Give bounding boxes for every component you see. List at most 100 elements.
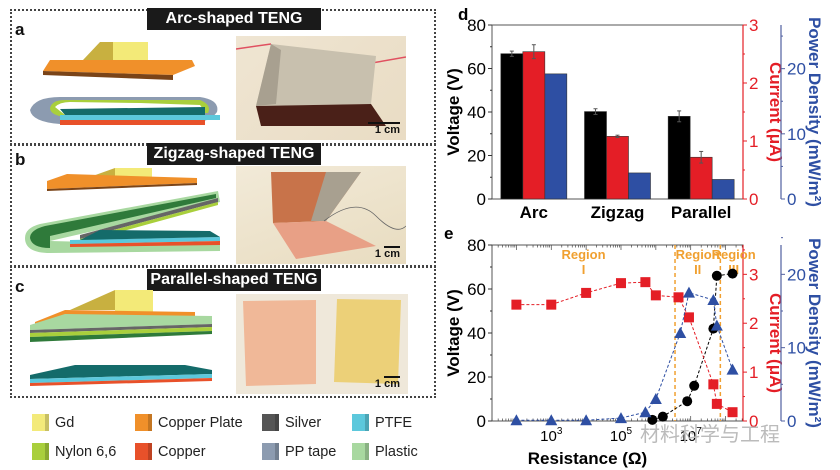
data-point-power xyxy=(707,294,720,305)
legend-swatch-icon xyxy=(32,414,49,431)
panel-c-letter: c xyxy=(15,277,25,296)
plot-frame xyxy=(491,244,744,422)
parallel-teng-schematic xyxy=(30,290,212,386)
legend-label: Nylon 6,6 xyxy=(55,443,117,460)
legend-label: PTFE xyxy=(375,414,413,431)
legend-swatch-icon xyxy=(135,443,152,460)
data-point-power xyxy=(710,319,723,331)
y-tick-label: 20 xyxy=(467,147,486,166)
data-point-voltage xyxy=(727,268,738,279)
y-tick-label: 0 xyxy=(477,190,486,209)
panel-b-title: Zigzag-shaped TENG xyxy=(147,143,321,165)
data-point-power xyxy=(510,414,523,426)
zigzag-teng-photo xyxy=(236,166,406,264)
data-point-power xyxy=(639,406,652,418)
panel-c-title: Parallel-shaped TENG xyxy=(147,269,321,291)
legend-swatch-icon xyxy=(262,443,279,460)
legend-swatch-icon xyxy=(352,414,369,431)
data-point-voltage xyxy=(657,411,668,422)
bar-power xyxy=(544,73,568,200)
power-tick-label: 10 xyxy=(787,339,806,358)
panel-b-scale-label: 1 cm xyxy=(374,248,400,260)
region-label: Region xyxy=(561,247,605,262)
y-tick-label: 40 xyxy=(467,324,486,343)
legend-item: PP tape xyxy=(262,443,336,460)
y-tick-label: 0 xyxy=(477,412,486,431)
current-tick-label: 2 xyxy=(749,74,758,93)
trend-line-triangle xyxy=(516,292,734,421)
power-axis-label: Power Density (mW/m²) xyxy=(805,17,824,207)
x-tick-label: 107 xyxy=(680,426,703,445)
y-tick-label: 60 xyxy=(467,60,486,79)
data-point-current xyxy=(546,299,557,310)
data-point-power xyxy=(726,363,739,375)
bar-power xyxy=(711,179,735,200)
data-point-voltage xyxy=(647,414,658,425)
panel-e-letter: e xyxy=(444,225,453,243)
arc-teng-schematic xyxy=(30,42,220,125)
data-point-current xyxy=(683,312,694,323)
x-tick-label: 105 xyxy=(610,426,633,445)
data-point-power xyxy=(649,393,662,404)
category-label: Arc xyxy=(520,203,548,222)
data-point-current xyxy=(615,278,626,289)
x-axis-label: Resistance (Ω) xyxy=(528,449,647,468)
copper-plate-side xyxy=(43,71,173,80)
legend-label: PP tape xyxy=(285,443,337,460)
category-label: Zigzag xyxy=(591,203,645,222)
data-point-current xyxy=(708,379,719,390)
legend-item: PTFE xyxy=(352,414,412,431)
data-point-current xyxy=(673,292,684,303)
chart-d-bar: d 0 20 40 60 80 Voltage (V) 0 1 2 3 Current (μA) 0 10… xyxy=(444,5,824,222)
legend-item: Copper xyxy=(135,443,206,460)
panel-a-letter: a xyxy=(15,20,25,39)
y-tick-label: 60 xyxy=(467,280,486,299)
power-tick-label: 0 xyxy=(787,190,796,209)
panel-c-scale-label: 1 cm xyxy=(374,378,400,390)
data-point-current xyxy=(640,277,651,288)
panel-c-scalebar: 1 cm xyxy=(366,376,400,390)
data-point-power xyxy=(580,414,593,426)
legend-item: Nylon 6,6 xyxy=(32,443,116,460)
bar-voltage xyxy=(667,116,691,200)
current-tick-label: 3 xyxy=(749,265,758,284)
data-point-current xyxy=(581,287,592,298)
power-tick-label: 0 xyxy=(787,412,796,431)
power-tick-label: 20 xyxy=(787,60,806,79)
copper-plate-top xyxy=(43,60,195,75)
legend-label: Silver xyxy=(285,414,322,431)
legend-swatch-icon xyxy=(352,443,369,460)
legend-item: Copper Plate xyxy=(135,414,243,431)
data-point-power xyxy=(614,412,627,424)
current-axis-label: Current (μA) xyxy=(766,62,785,162)
panel-a-scale-label: 1 cm xyxy=(374,124,400,136)
current-tick-label: 2 xyxy=(749,314,758,333)
panel-a-scalebar: 1 cm xyxy=(360,122,400,136)
legend-item: Silver xyxy=(262,414,321,431)
gd-block-front xyxy=(113,42,148,62)
data-point-voltage xyxy=(689,380,700,391)
legend-label: Plastic xyxy=(375,443,418,460)
panel-d-letter: d xyxy=(458,5,468,24)
panel-b-scalebar: 1 cm xyxy=(366,246,400,260)
data-point-current xyxy=(650,290,661,301)
legend-label: Gd xyxy=(55,414,75,431)
watermark: 材料科学与工程 xyxy=(640,423,780,446)
region-label: Region xyxy=(712,247,756,262)
bar-voltage xyxy=(584,111,607,200)
data-point-power xyxy=(682,286,695,298)
y-tick-label: 80 xyxy=(467,16,486,35)
legend-label: Copper Plate xyxy=(158,414,243,431)
data-point-current xyxy=(727,407,738,418)
bar-power xyxy=(628,172,651,200)
data-point-voltage xyxy=(711,270,722,281)
data-point-power xyxy=(545,414,558,426)
data-point-current xyxy=(511,299,522,310)
legend-swatch-icon xyxy=(32,443,49,460)
y-tick-label: 20 xyxy=(467,368,486,387)
panel-b-letter: b xyxy=(15,150,26,169)
bar-voltage xyxy=(500,53,524,200)
legend-label: Copper xyxy=(158,443,206,460)
category-label: Parallel xyxy=(671,203,732,222)
power-axis-label: Power Density (mW/m²) xyxy=(805,238,824,428)
